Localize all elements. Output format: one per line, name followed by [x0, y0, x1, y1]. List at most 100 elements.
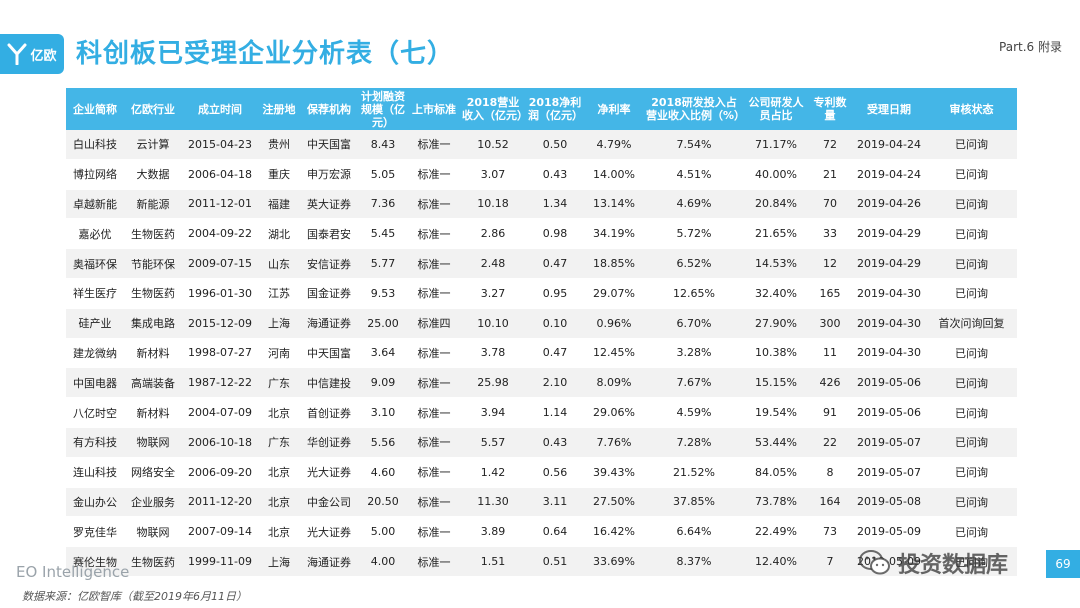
- table-cell: 10.18: [460, 189, 526, 220]
- table-cell: 八亿时空: [66, 397, 124, 428]
- table-cell: 70: [808, 189, 852, 220]
- table-cell: 卓越新能: [66, 189, 124, 220]
- table-cell: 20.84%: [744, 189, 808, 220]
- table-cell: 27.50%: [584, 487, 644, 518]
- table-cell: 标准一: [408, 457, 460, 488]
- table-cell: 连山科技: [66, 457, 124, 488]
- table-cell: 光大证券: [300, 516, 358, 548]
- table-cell: 北京: [258, 516, 300, 548]
- table-cell: 73: [808, 516, 852, 548]
- table-cell: 9.09: [358, 367, 408, 399]
- page-title: 科创板已受理企业分析表（七）: [76, 39, 455, 69]
- column-header: 企业简称: [66, 88, 124, 130]
- table-cell: 已问询: [926, 546, 1017, 577]
- table-cell: 84.05%: [744, 457, 808, 488]
- table-cell: 标准一: [408, 397, 460, 428]
- table-cell: 34.19%: [584, 218, 644, 250]
- yiou-logo-icon: [7, 43, 27, 65]
- table-cell: 0.98: [526, 218, 584, 250]
- table-cell: 生物医药: [124, 218, 182, 250]
- table-cell: 0.50: [526, 130, 584, 160]
- table-cell: 1999-11-09: [182, 546, 258, 577]
- table-cell: 4.69%: [644, 189, 744, 220]
- table-cell: 1.14: [526, 397, 584, 428]
- table-cell: 0.51: [526, 546, 584, 577]
- table-cell: 中天国富: [300, 130, 358, 160]
- table-cell: 祥生医疗: [66, 278, 124, 309]
- table-cell: 3.89: [460, 516, 526, 548]
- column-header: 受理日期: [852, 88, 926, 130]
- page-number: 69: [1046, 550, 1080, 578]
- column-header: 公司研发人员占比: [744, 88, 808, 130]
- footer-brand: EO Intelligence: [16, 563, 130, 581]
- table-cell: 节能环保: [124, 248, 182, 279]
- table-cell: 2.86: [460, 218, 526, 250]
- table-cell: 16.42%: [584, 516, 644, 548]
- table-cell: 上海: [258, 308, 300, 339]
- table-cell: 0.43: [526, 159, 584, 190]
- table-cell: 3.28%: [644, 338, 744, 369]
- table-cell: 新材料: [124, 338, 182, 369]
- table-cell: 中天国富: [300, 338, 358, 369]
- table-cell: 首次问询回复: [926, 308, 1017, 339]
- table-cell: 2019-04-24: [852, 130, 926, 160]
- table-cell: 贵州: [258, 130, 300, 160]
- table-cell: 0.56: [526, 457, 584, 488]
- table-cell: 上海: [258, 546, 300, 577]
- table-row: 白山科技 云计算 2015-04-23 贵州 中天国富 8.43 标准一 10.52 0.50 4…: [66, 130, 1017, 160]
- table-cell: 10.38%: [744, 338, 808, 369]
- table-cell: 7.28%: [644, 427, 744, 458]
- table-cell: 广东: [258, 427, 300, 458]
- table-cell: 5.45: [358, 218, 408, 250]
- table-cell: 53.44%: [744, 427, 808, 458]
- table-cell: 2009-07-15: [182, 248, 258, 279]
- wechat-icon: [859, 550, 890, 575]
- table-cell: 白山科技: [66, 130, 124, 160]
- table-cell: 4.51%: [644, 159, 744, 190]
- table-cell: 安信证券: [300, 248, 358, 279]
- table-cell: 11.30: [460, 487, 526, 518]
- table-cell: 3.10: [358, 397, 408, 428]
- table-cell: 高端装备: [124, 367, 182, 399]
- table-row: 中国电器 高端装备 1987-12-22 广东 中信建投 9.09 标准一 25.98 2.10…: [66, 367, 1017, 399]
- table-row: 八亿时空 新材料 2004-07-09 北京 首创证券 3.10 标准一 3.94 1.14 29…: [66, 397, 1017, 428]
- table-cell: 湖北: [258, 218, 300, 250]
- table-cell: 1987-12-22: [182, 367, 258, 399]
- table-cell: 39.43%: [584, 457, 644, 488]
- table-cell: 3.11: [526, 487, 584, 518]
- table-cell: 6.70%: [644, 308, 744, 339]
- column-header: 专利数量: [808, 88, 852, 130]
- table-cell: 中金公司: [300, 487, 358, 518]
- table-cell: 5.00: [358, 516, 408, 548]
- table-row: 卓越新能 新能源 2011-12-01 福建 英大证券 7.36 标准一 10.18 1.34 1…: [66, 189, 1017, 220]
- table-cell: 国金证券: [300, 278, 358, 309]
- table-cell: 奥福环保: [66, 248, 124, 279]
- table-cell: 0.96%: [584, 308, 644, 339]
- table-cell: 300: [808, 308, 852, 339]
- table-cell: 19.54%: [744, 397, 808, 428]
- table-cell: 标准一: [408, 516, 460, 548]
- table-cell: 博拉网络: [66, 159, 124, 190]
- table-cell: 91: [808, 397, 852, 428]
- table-cell: 8.09%: [584, 367, 644, 399]
- table-cell: 12.45%: [584, 338, 644, 369]
- table-cell: 4.79%: [584, 130, 644, 160]
- column-header: 注册地: [258, 88, 300, 130]
- table-cell: 7.67%: [644, 367, 744, 399]
- table-cell: 2019-05-07: [852, 427, 926, 458]
- part-label: Part.6 附录: [999, 40, 1062, 54]
- table-cell: 北京: [258, 397, 300, 428]
- table-cell: 金山办公: [66, 487, 124, 518]
- table-row: 连山科技 网络安全 2006-09-20 北京 光大证券 4.60 标准一 1.42 0.56 3…: [66, 457, 1017, 488]
- table-cell: 2004-07-09: [182, 397, 258, 428]
- column-header: 成立时间: [182, 88, 258, 130]
- table-header-row: 企业简称 亿欧行业 成立时间 注册地 保荐机构 计划融资规模（亿元） 上市标准 2018营业收…: [66, 88, 1017, 130]
- table-cell: 标准一: [408, 130, 460, 160]
- table-cell: 33.69%: [584, 546, 644, 577]
- table-cell: 重庆: [258, 159, 300, 190]
- table-cell: 8.43: [358, 130, 408, 160]
- table-cell: 5.72%: [644, 218, 744, 250]
- column-header: 上市标准: [408, 88, 460, 130]
- table-cell: 0.47: [526, 338, 584, 369]
- table-cell: 20.50: [358, 487, 408, 518]
